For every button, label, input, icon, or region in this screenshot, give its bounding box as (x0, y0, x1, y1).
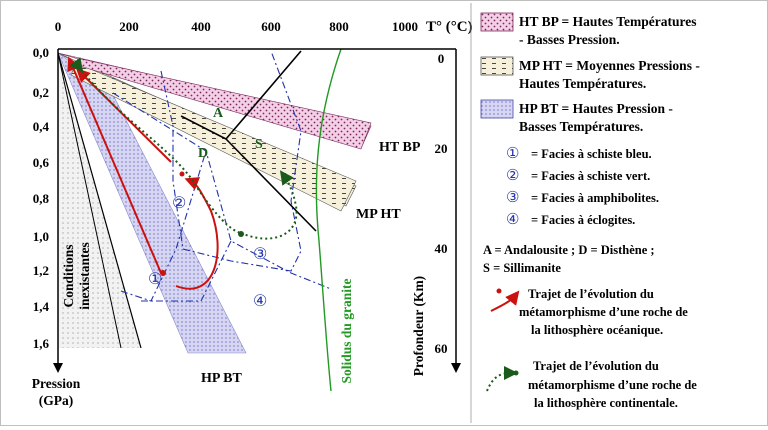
oceanic-dot-2 (179, 171, 185, 177)
ht-bp-label: HT BP (379, 140, 421, 155)
legend-oceanic-line1: Trajet de l’évolution du (528, 287, 654, 301)
pressure-tick: 0,2 (33, 85, 49, 100)
boundary-line-steep (57, 52, 142, 349)
pressure-tick: 1,6 (33, 336, 50, 351)
legend-swatch-mp-ht (480, 56, 514, 76)
disthene-sillimanite-line (225, 138, 317, 232)
depth-tick: 60 (435, 341, 448, 356)
legend-oceanic-line3: la lithosphère océanique. (531, 323, 663, 337)
temperature-axis-label: T° (°C) (426, 19, 473, 35)
continental-dot (238, 231, 244, 237)
legend-oceanic-line2: métamorphisme d’une roche de (519, 305, 688, 319)
legend-continental-line3: la lithosphère continentale. (534, 396, 678, 410)
oceanic-path-retro (175, 177, 219, 290)
andalousite-disthene-line (180, 115, 227, 140)
pressure-tick-labels: 0,0 0,2 0,4 0,6 0,8 1,0 1,2 1,4 1,6 (33, 45, 50, 351)
facies-4-marker: ④ (253, 293, 267, 310)
pressure-axis-unit: (GPa) (39, 393, 74, 408)
temp-tick: 0 (55, 19, 62, 34)
solidus-curve (315, 48, 342, 392)
legend-mp-ht-line1: MP HT = Moyennes Pressions - (519, 58, 700, 73)
facies-1-marker: ① (148, 271, 162, 288)
andalousite-label: A (213, 106, 224, 121)
legend-oceanic-arrow (490, 290, 520, 312)
temp-tick: 400 (191, 19, 211, 34)
legend-facies-4-text: = Facies à éclogites. (531, 213, 635, 227)
pressure-tick: 0,4 (33, 119, 50, 134)
depth-tick: 0 (438, 51, 445, 66)
legend-facies-2-text: = Facies à schiste vert. (531, 169, 650, 183)
legend-continental-arrow (486, 366, 518, 392)
pressure-tick: 1,0 (33, 229, 49, 244)
facies-2-marker: ② (172, 195, 186, 212)
andalousite-sillimanite-line (225, 50, 302, 140)
legend-ht-bp-line2: - Basses Pression. (519, 32, 620, 47)
hp-bt-label: HP BT (201, 371, 243, 386)
continental-path-loop (240, 170, 298, 240)
solidus-label: Solidus du granite (339, 278, 354, 383)
legend-minerals-line2: S = Sillimanite (483, 261, 561, 275)
legend-minerals-line1: A = Andalousite ; D = Disthène ; (483, 243, 655, 257)
legend-oceanic-dot (496, 288, 502, 294)
depth-tick: 40 (435, 241, 448, 256)
legend-facies-3-num: ③ (506, 190, 519, 206)
temp-tick: 600 (261, 19, 281, 34)
legend-continental-line1: Trajet de l’évolution du (533, 359, 659, 373)
sillimanite-label: S (255, 137, 263, 152)
facies-boundary-3 (141, 240, 232, 302)
conditions-label: Conditions (61, 244, 76, 307)
oceanic-path-steep (67, 56, 162, 274)
legend-facies-4-num: ④ (506, 212, 519, 228)
disthene-label: D (198, 146, 208, 161)
pressure-axis-arrow (53, 363, 63, 373)
facies-boundary-4 (160, 50, 302, 272)
pressure-axis-label: Pression (32, 376, 81, 391)
conditions-label-2: inexistantes (77, 242, 92, 310)
facies-boundary (112, 92, 332, 290)
pressure-tick: 1,2 (33, 263, 49, 278)
legend-facies-2-num: ② (506, 168, 519, 184)
depth-axis-label: Profondeur (Km) (411, 276, 426, 376)
temp-tick: 1000 (392, 19, 418, 34)
continental-path (69, 57, 242, 234)
temp-tick: 200 (119, 19, 139, 34)
mp-ht-label: MP HT (356, 207, 401, 222)
legend-continental-dot (513, 370, 519, 376)
depth-axis-arrow (451, 363, 461, 373)
oceanic-start-dot (160, 270, 166, 276)
pressure-tick: 0,8 (33, 191, 50, 206)
legend-facies-1-num: ① (506, 146, 519, 162)
pressure-tick: 1,4 (33, 299, 50, 314)
depth-tick-labels: 0 20 40 60 (435, 51, 448, 356)
legend-hp-bt-line1: HP BT = Hautes Pression - (519, 101, 673, 116)
pressure-tick: 0,6 (33, 155, 50, 170)
legend-mp-ht-line2: Hautes Températures. (519, 76, 646, 91)
depth-tick: 20 (435, 141, 448, 156)
legend-hp-bt-line2: Basses Températures. (519, 119, 643, 134)
temp-tick: 800 (329, 19, 349, 34)
legend-continental-line2: métamorphisme d’une roche de (528, 378, 697, 392)
boundary-line-2 (57, 52, 122, 349)
legend-facies-1-text: = Facies à schiste bleu. (531, 147, 652, 161)
legend-swatch-ht-bp (480, 12, 514, 32)
pressure-tick: 0,0 (33, 45, 49, 60)
facies-3-marker: ③ (253, 246, 267, 263)
legend-swatch-hp-bt (480, 99, 514, 119)
legend-ht-bp-line1: HT BP = Hautes Températures (519, 14, 696, 29)
temperature-tick-labels: 0 200 400 600 800 1000 (55, 19, 418, 34)
legend-facies-3-text: = Facies à amphibolites. (531, 191, 659, 205)
